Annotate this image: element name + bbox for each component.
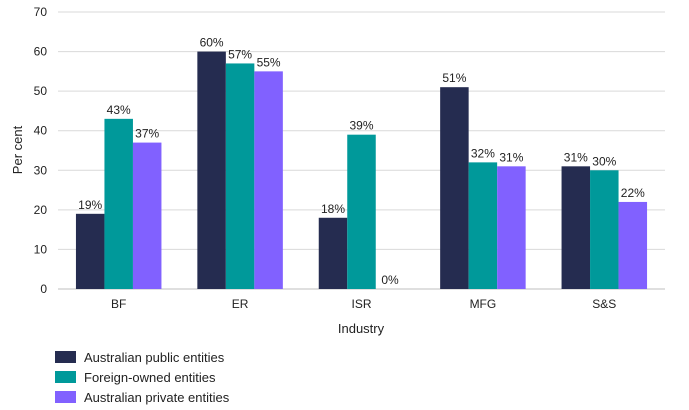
bars xyxy=(75,51,648,290)
bar xyxy=(132,142,162,289)
bar xyxy=(497,166,526,289)
legend-item: Australian private entities xyxy=(55,387,229,407)
data-label: 37% xyxy=(135,127,159,141)
y-axis-title: Per cent xyxy=(10,125,25,174)
x-tick-label: ER xyxy=(232,297,249,311)
data-label: 51% xyxy=(442,71,466,85)
data-label: 31% xyxy=(564,150,588,164)
bar xyxy=(590,170,619,289)
legend-item: Foreign-owned entities xyxy=(55,367,229,387)
data-label: 39% xyxy=(349,119,373,133)
x-tick-label: ISR xyxy=(351,297,371,311)
y-tick-label: 40 xyxy=(34,124,48,138)
data-label: 43% xyxy=(107,103,131,117)
data-label: 22% xyxy=(621,186,645,200)
bar xyxy=(440,87,469,289)
legend-label: Australian public entities xyxy=(84,349,225,365)
data-label: 19% xyxy=(78,198,102,212)
data-label: 18% xyxy=(321,202,345,216)
x-axis-title: Industry xyxy=(338,321,385,336)
data-label: 32% xyxy=(471,146,495,160)
bar-chart: 0 10 20 30 40 50 60 70 19% 43% 37% 60% 57% 55% 18% 39%… xyxy=(10,5,665,336)
data-label: 57% xyxy=(228,47,252,61)
data-label: 30% xyxy=(592,154,616,168)
y-tick-label: 50 xyxy=(34,84,48,98)
x-tick-label: S&S xyxy=(592,297,616,311)
legend-swatch xyxy=(55,351,76,363)
data-label: 0% xyxy=(381,273,399,287)
legend-label: Foreign-owned entities xyxy=(84,369,216,385)
legend-swatch xyxy=(55,391,76,403)
bar xyxy=(347,134,376,289)
bar xyxy=(318,217,348,289)
bar xyxy=(618,201,648,289)
bar xyxy=(75,213,105,289)
bar xyxy=(197,51,226,290)
data-label: 55% xyxy=(257,55,281,69)
bar xyxy=(254,71,283,289)
legend-item: Australian public entities xyxy=(55,347,229,367)
y-tick-label: 20 xyxy=(34,203,48,217)
y-tick-label: 0 xyxy=(40,282,47,296)
bar xyxy=(561,166,591,289)
x-tick-label: BF xyxy=(111,297,126,311)
y-tick-label: 30 xyxy=(34,163,48,177)
y-tick-label: 60 xyxy=(34,45,48,59)
bar xyxy=(104,118,133,289)
bar xyxy=(225,63,255,289)
data-label: 31% xyxy=(499,150,523,164)
legend: Australian public entities Foreign-owned… xyxy=(55,347,229,407)
legend-label: Australian private entities xyxy=(84,389,230,405)
x-axis-ticks: BF ER ISR MFG S&S xyxy=(111,297,616,311)
y-tick-label: 70 xyxy=(34,5,48,19)
bar xyxy=(468,162,498,289)
y-tick-label: 10 xyxy=(34,242,48,256)
x-tick-label: MFG xyxy=(470,297,497,311)
legend-swatch xyxy=(55,371,76,383)
data-label: 60% xyxy=(200,36,224,50)
y-axis-ticks: 0 10 20 30 40 50 60 70 xyxy=(34,5,48,296)
data-labels: 19% 43% 37% 60% 57% 55% 18% 39% 0% 51% 32% 31% 31% 30… xyxy=(78,36,645,287)
